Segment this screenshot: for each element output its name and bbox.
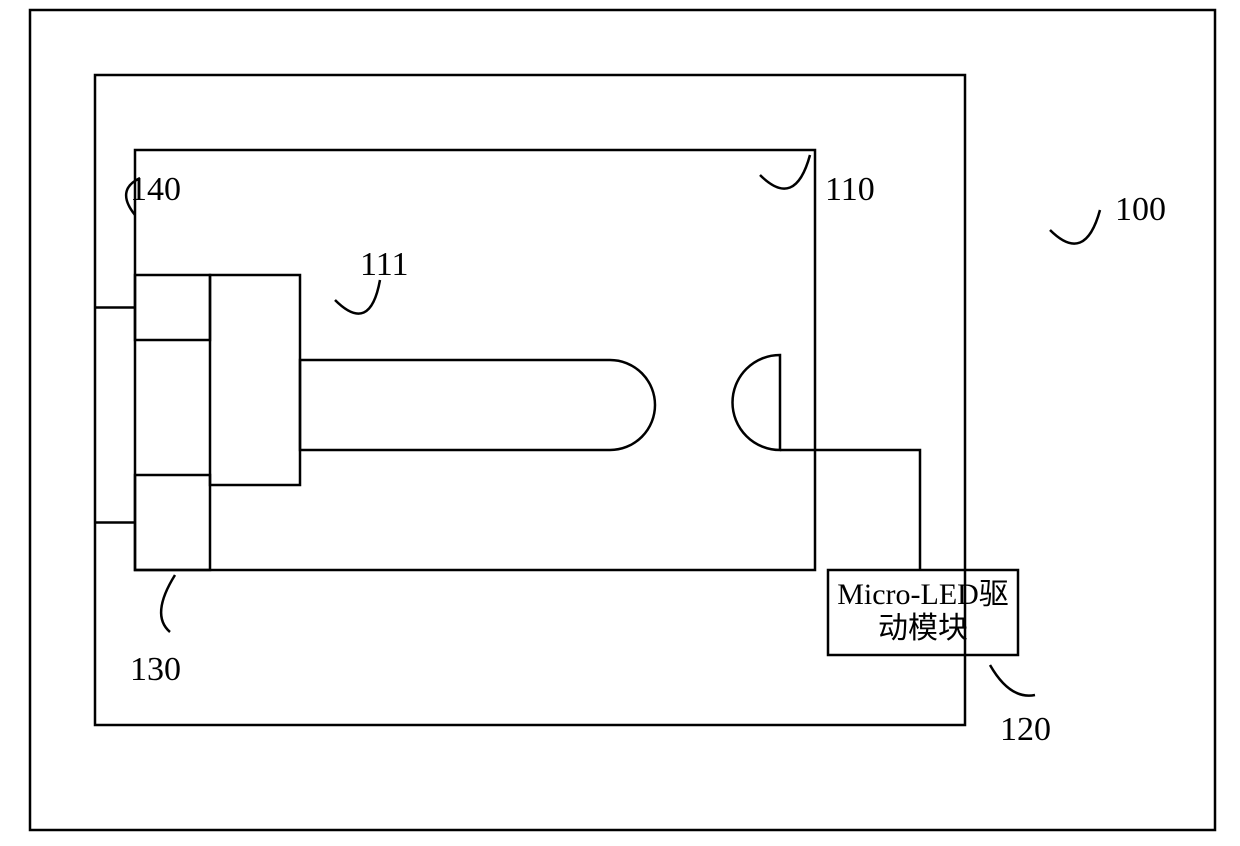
label-111: 111 <box>360 246 408 283</box>
leader-130 <box>161 575 175 632</box>
leader-100 <box>1050 210 1100 244</box>
conn-dome-driver <box>780 450 920 570</box>
outer-frame <box>30 10 1215 830</box>
tall-box <box>210 275 300 485</box>
small-box-top <box>135 275 210 340</box>
small-box-bottom <box>135 475 210 570</box>
leader-111 <box>335 280 380 314</box>
dome-shape <box>733 355 781 450</box>
label-130: 130 <box>130 651 181 688</box>
label-110: 110 <box>825 171 875 208</box>
leader-120 <box>990 665 1035 696</box>
driver-text-2: 动模块 <box>878 612 968 645</box>
label-100: 100 <box>1115 191 1166 228</box>
label-140: 140 <box>130 171 181 208</box>
driver-text-1: Micro-LED驱 <box>837 578 1009 611</box>
leader-110 <box>760 155 810 189</box>
pill-shape <box>300 360 655 450</box>
label-120: 120 <box>1000 711 1051 748</box>
